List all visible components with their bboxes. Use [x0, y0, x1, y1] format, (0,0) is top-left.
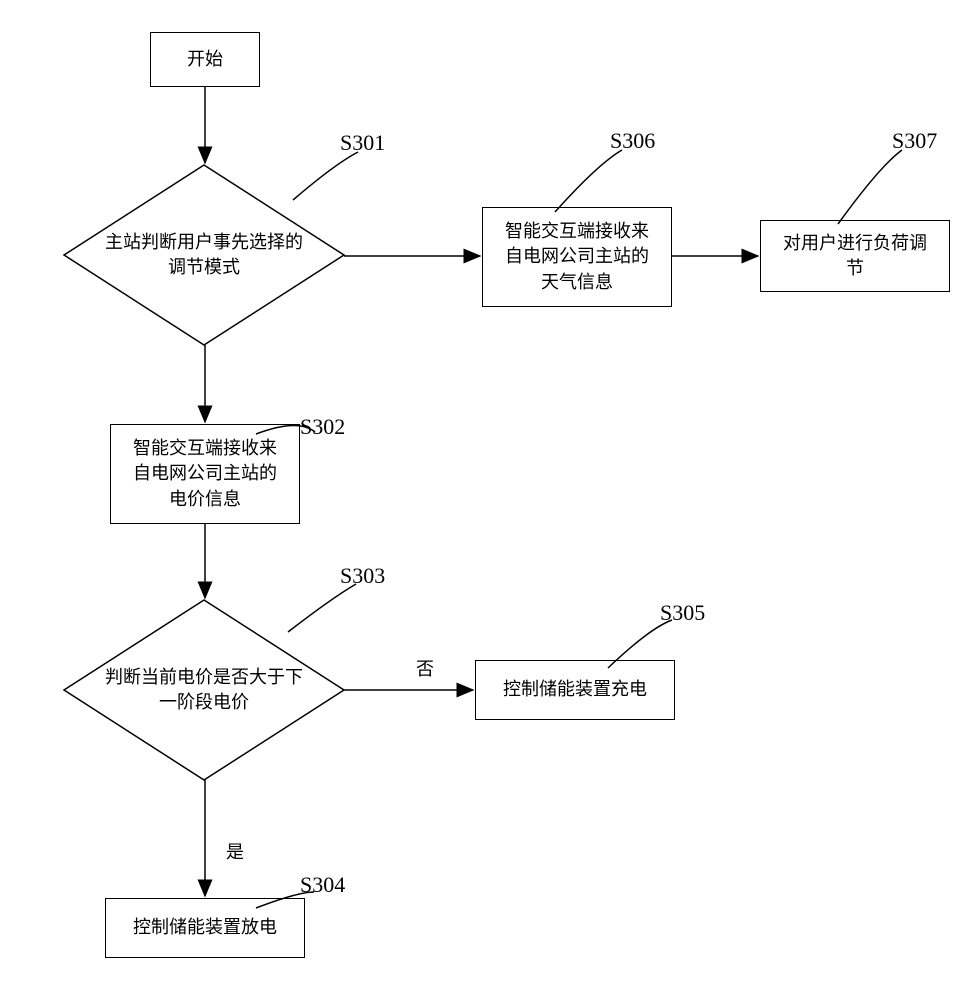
edge-label-no: 否	[416, 655, 434, 681]
leader-s306	[555, 150, 622, 212]
node-s303-text: 判断当前电价是否大于下 一阶段电价	[105, 665, 303, 715]
label-s304: S304	[300, 872, 345, 898]
label-s301: S301	[340, 130, 385, 156]
label-s306: S306	[610, 128, 655, 154]
label-s305: S305	[660, 600, 705, 626]
leader-s305	[608, 620, 672, 668]
label-s307: S307	[892, 128, 937, 154]
leader-s301	[293, 152, 358, 200]
node-s301-text: 主站判断用户事先选择的 调节模式	[105, 230, 303, 280]
edge-label-yes: 是	[226, 838, 244, 864]
leader-s307	[838, 150, 902, 224]
leader-curves-layer	[0, 0, 964, 1000]
leader-s303	[288, 584, 356, 632]
label-s302: S302	[300, 414, 345, 440]
label-s303: S303	[340, 563, 385, 589]
